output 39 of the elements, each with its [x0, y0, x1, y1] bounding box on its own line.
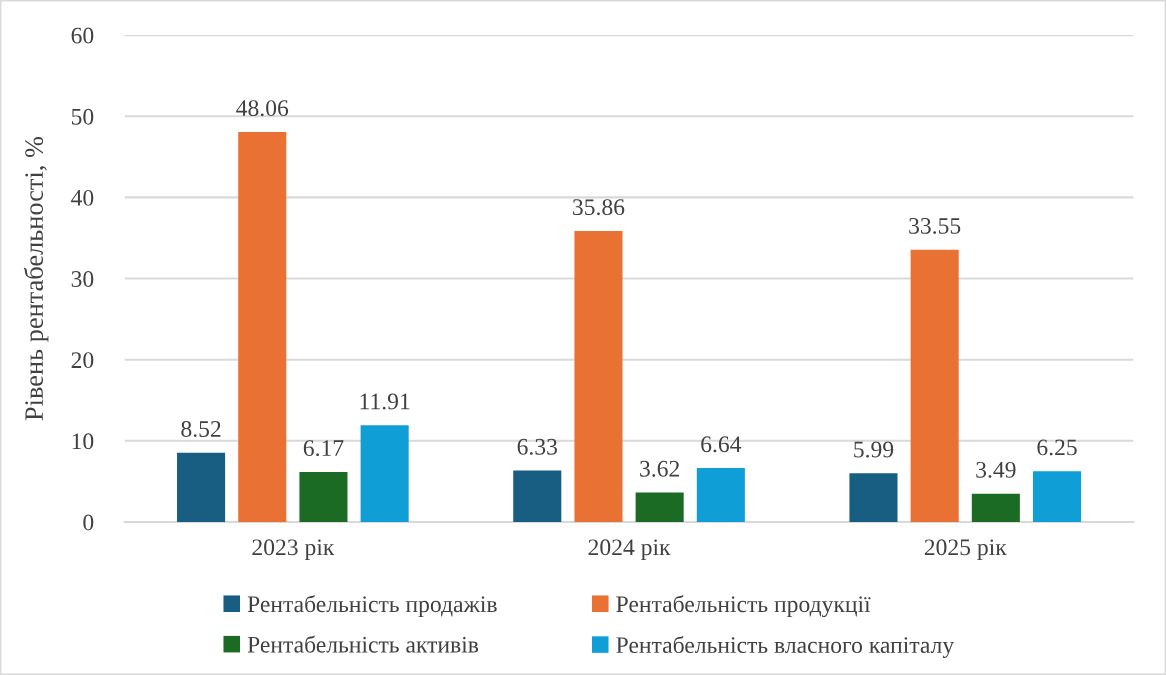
- bar: [696, 468, 745, 522]
- bar: [177, 452, 226, 522]
- bar: [299, 471, 348, 522]
- data-label: 6.64: [701, 436, 742, 453]
- x-tick-label: 2024 рік: [588, 539, 671, 561]
- data-label: 33.55: [909, 217, 961, 234]
- bar: [971, 493, 1020, 522]
- legend-label: Рентабельність продажів: [247, 595, 497, 617]
- data-label: 3.62: [640, 460, 680, 477]
- y-tick-label: 0: [83, 514, 94, 531]
- bar: [1033, 471, 1082, 522]
- data-label: 35.86: [573, 199, 625, 216]
- y-tick-label: 50: [71, 108, 94, 125]
- bar: [574, 230, 623, 522]
- legend-label: Рентабельність активів: [247, 635, 479, 653]
- bar: [513, 470, 562, 522]
- legend-label: Рентабельність власного капіталу: [616, 635, 955, 658]
- legend-label: Рентабельність продукції: [616, 595, 871, 618]
- data-label: 11.91: [360, 393, 410, 410]
- x-tick-label: 2025 рік: [924, 539, 1007, 561]
- y-tick-label: 60: [71, 27, 94, 44]
- y-axis-title: Рівень рентабельності, %: [23, 136, 49, 421]
- data-label: 5.99: [854, 441, 894, 458]
- bar: [238, 131, 287, 522]
- x-tick-label: 2023 рік: [252, 539, 335, 561]
- data-label: 6.17: [303, 440, 344, 457]
- bar: [910, 249, 959, 522]
- y-tick-label: 20: [71, 352, 94, 369]
- data-label: 6.25: [1037, 439, 1077, 456]
- y-tick-label: 40: [71, 189, 94, 206]
- data-label: 8.52: [181, 421, 221, 438]
- data-label: 3.49: [976, 461, 1016, 478]
- y-tick-label: 10: [72, 433, 94, 450]
- bar: [635, 492, 684, 522]
- data-label: 48.06: [236, 100, 289, 117]
- y-tick-label: 30: [71, 271, 94, 287]
- data-label: 6.33: [517, 438, 558, 455]
- bar: [849, 473, 898, 522]
- bar: [360, 425, 409, 522]
